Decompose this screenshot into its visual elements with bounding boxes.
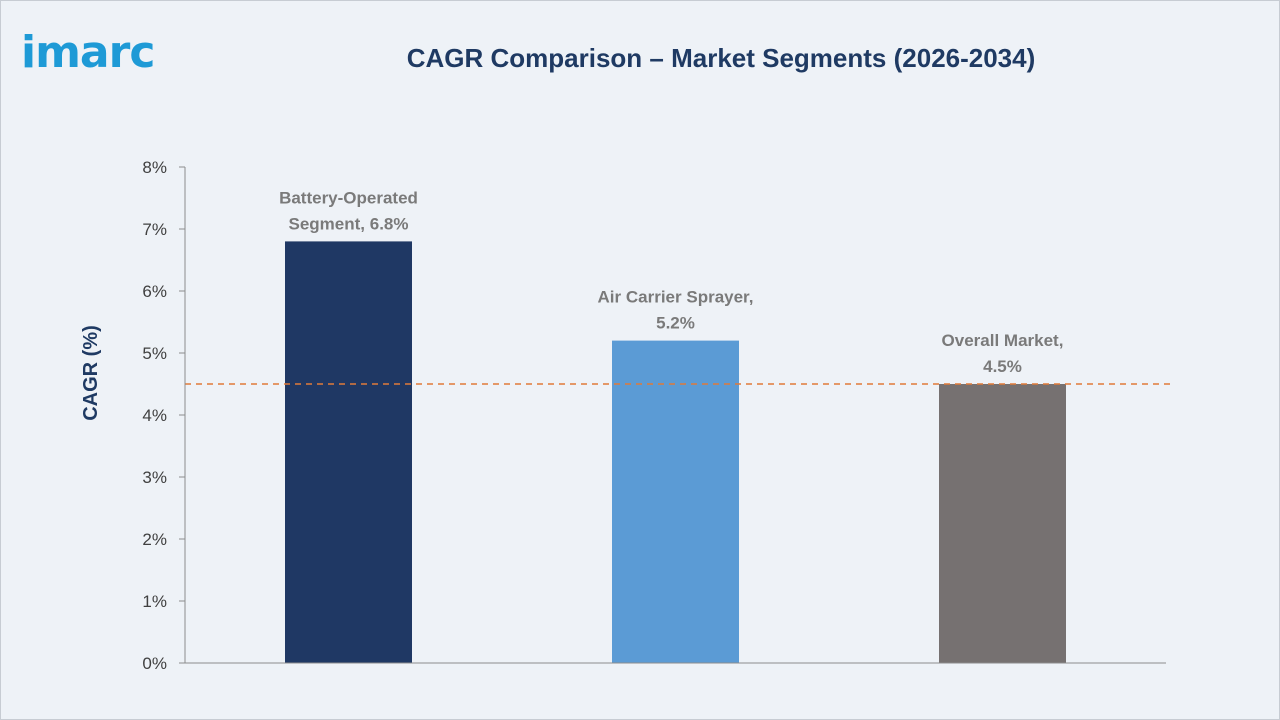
y-tick-label: 2% <box>142 530 167 549</box>
data-label: Segment, 6.8% <box>289 214 409 233</box>
data-label: Overall Market, <box>942 331 1064 350</box>
data-label: 5.2% <box>656 314 695 333</box>
data-label: Battery-Operated <box>279 188 418 207</box>
bars <box>285 241 1066 663</box>
y-tick-label: 6% <box>142 282 167 301</box>
y-axis-label: CAGR (%) <box>80 325 102 421</box>
chart-title: CAGR Comparison – Market Segments (2026-… <box>406 43 1036 73</box>
y-tick-label: 7% <box>142 220 167 239</box>
y-tick-label: 5% <box>142 344 167 363</box>
y-tick-label: 0% <box>142 654 167 673</box>
y-tick-label: 1% <box>142 592 167 611</box>
data-labels: Battery-Operated Segment, 6.8% Air Carrier… <box>279 188 1063 376</box>
y-tick-label: 3% <box>142 468 167 487</box>
data-label: Air Carrier Sprayer, <box>598 288 754 307</box>
bar <box>939 384 1066 663</box>
y-axis-ticks: 0% 1% 2% 3% 4% 5% 6% 7% 8% <box>142 158 185 673</box>
y-tick-label: 4% <box>142 406 167 425</box>
y-tick-label: 8% <box>142 158 167 177</box>
bar <box>612 340 739 663</box>
bar <box>285 241 412 663</box>
imarc-logo: imarc <box>21 27 155 78</box>
data-label: 4.5% <box>983 357 1022 376</box>
